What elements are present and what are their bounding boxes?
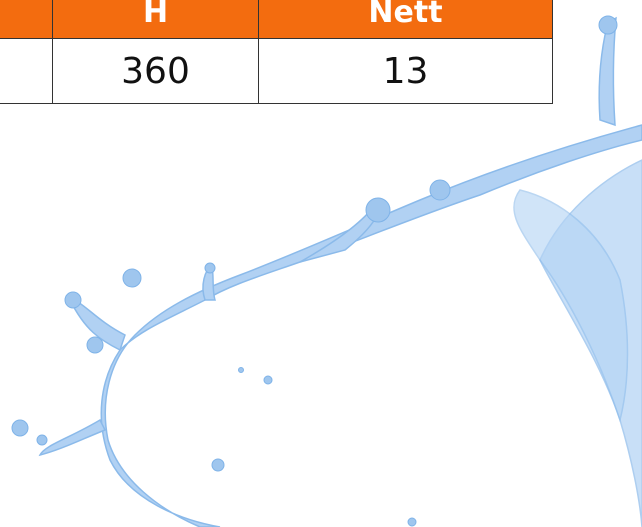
data-table: H Nett 360 13 bbox=[0, 0, 553, 104]
table-cell bbox=[0, 38, 53, 104]
header-cell: H bbox=[52, 0, 259, 39]
table-row: 360 13 bbox=[0, 38, 553, 104]
header-cell bbox=[0, 0, 53, 39]
header-cell: Nett bbox=[258, 0, 553, 39]
table-cell: 360 bbox=[52, 38, 259, 104]
table-cell: 13 bbox=[258, 38, 553, 104]
header-row: H Nett bbox=[0, 0, 553, 39]
